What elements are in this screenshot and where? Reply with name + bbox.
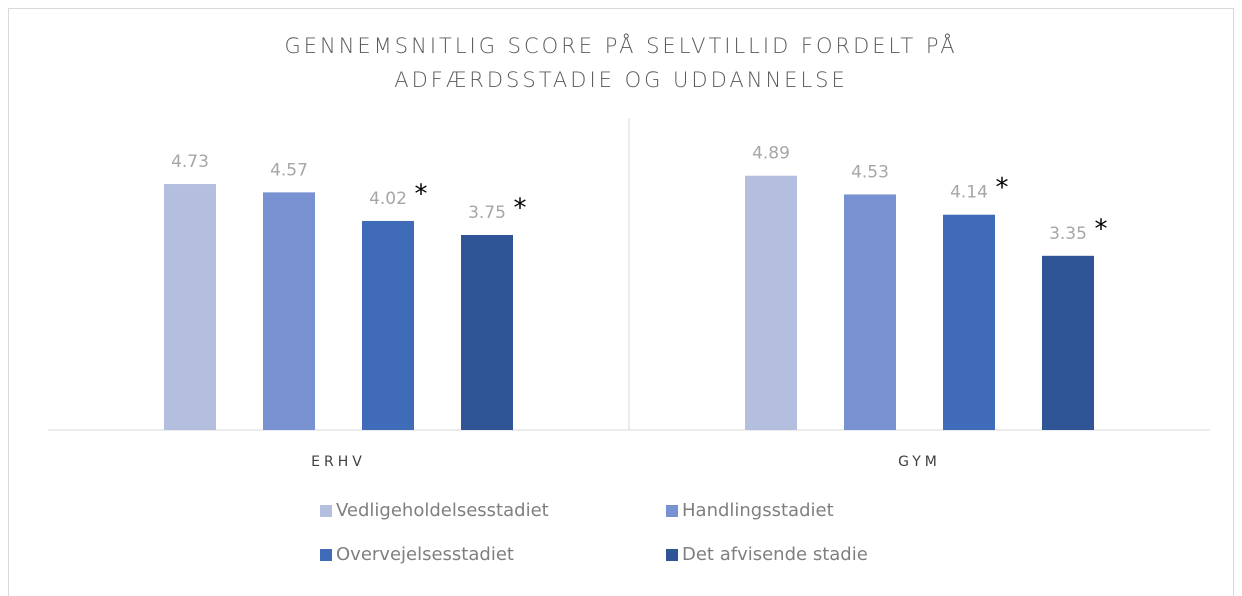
value-label: 4.57 [270,160,308,180]
value-label: 3.75 [468,203,506,223]
value-label: 4.53 [851,162,889,182]
value-label: 4.73 [171,152,209,172]
legend-label: Handlingsstadiet [682,500,834,521]
chart-title: GENNEMSNITLIG SCORE PÅ SELVTILLID FORDEL… [284,33,957,58]
legend-swatch [666,549,678,561]
annotation: * [1095,214,1108,244]
value-label: 4.02 [369,189,407,209]
bar [263,192,315,430]
value-label: 4.14 [950,183,988,203]
annotation: * [415,179,428,209]
frame [8,8,1234,596]
x-tick-label: ERHV [311,454,366,470]
legend-swatch [666,505,678,517]
bar [164,184,216,430]
bar [844,194,896,430]
legend-label: Vedligeholdelsesstadiet [336,500,549,521]
bar [943,214,995,430]
bar [745,175,797,430]
legend-swatch [320,505,332,517]
legend-swatch [320,549,332,561]
annotation: * [514,194,527,224]
bar [1042,255,1094,430]
legend-label: Det afvisende stadie [682,544,868,565]
annotation: * [996,173,1009,203]
value-label: 3.35 [1049,224,1087,244]
legend-label: Overvejelsesstadiet [336,544,514,565]
x-tick-label: GYM [898,454,941,470]
value-label: 4.89 [752,144,790,164]
bar [461,235,513,430]
chart-title: ADFÆRDSSTADIE OG UDDANNELSE [394,68,848,92]
bar [362,220,414,430]
